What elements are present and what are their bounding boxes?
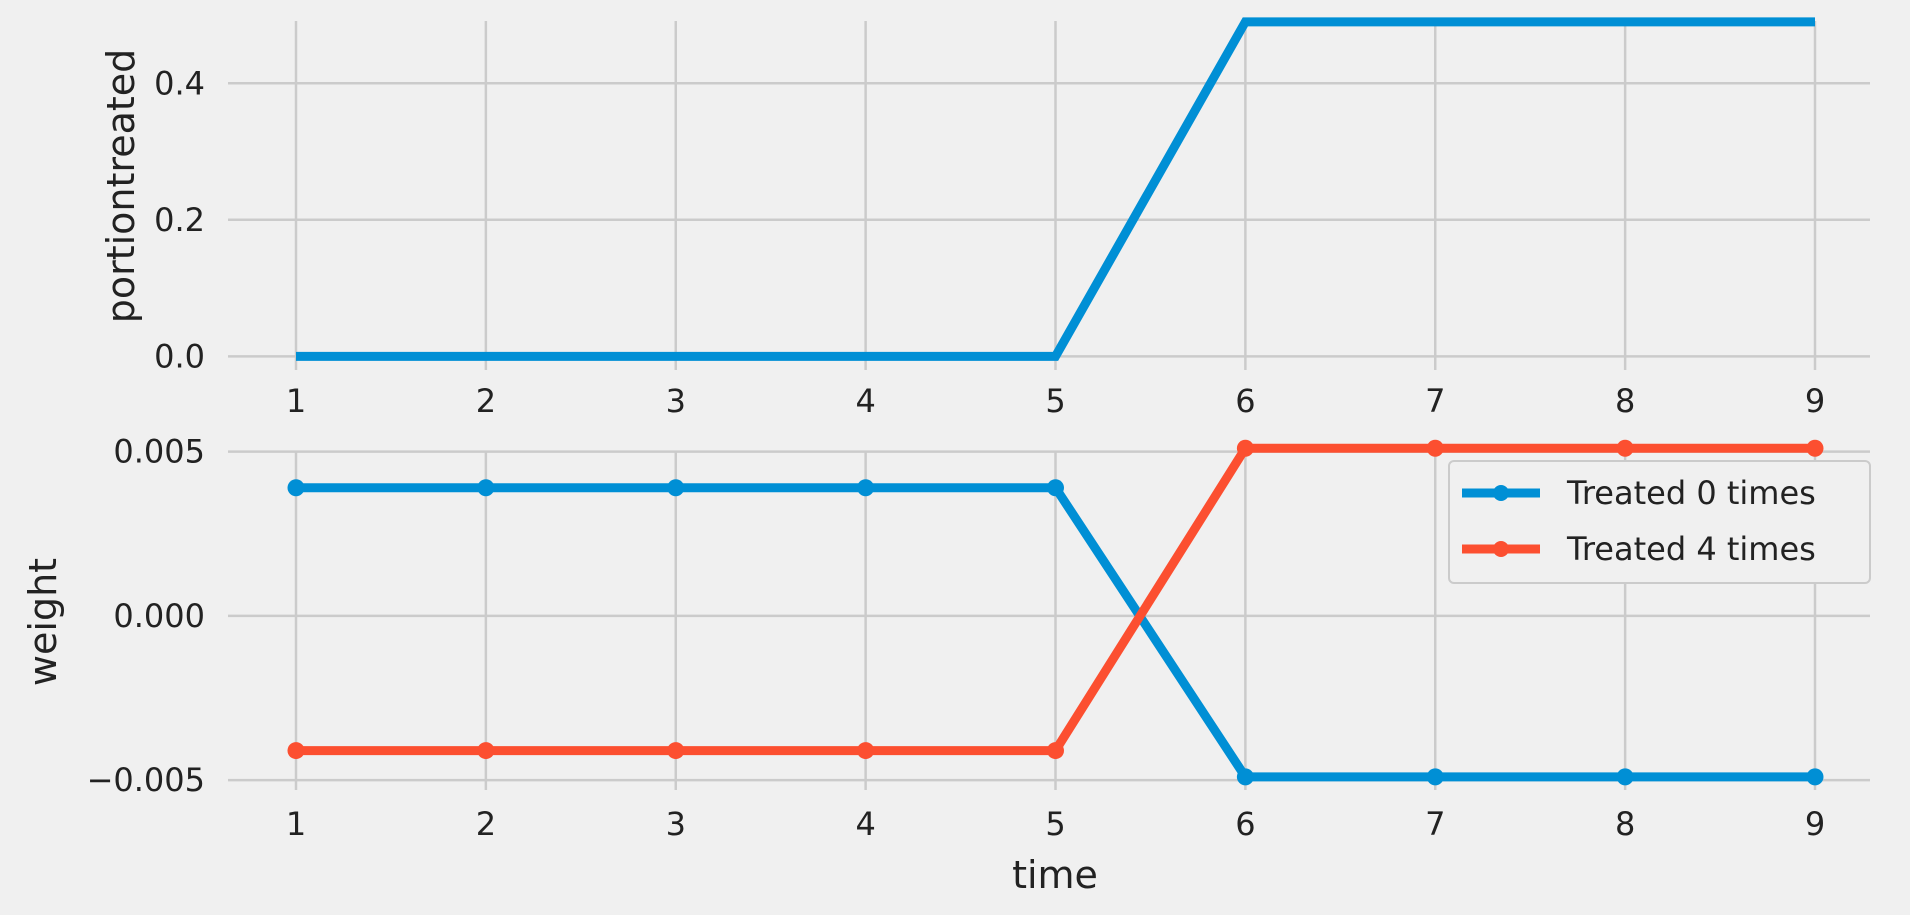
x-tick-label: 9 (1805, 382, 1825, 420)
x-tick-label: 6 (1235, 382, 1255, 420)
legend: Treated 0 times Treated 4 times (1448, 460, 1871, 584)
x-tick-label: 7 (1425, 805, 1445, 843)
data-point (1806, 768, 1824, 786)
legend-marker-treated-0 (1493, 485, 1509, 501)
x-tick-label: 1 (286, 382, 306, 420)
x-tick-label: 5 (1045, 805, 1065, 843)
data-point (667, 742, 685, 760)
data-point (477, 479, 495, 497)
x-tick-label: 6 (1235, 805, 1255, 843)
data-point (1047, 742, 1064, 760)
bottom-y-axis-label: weight (21, 558, 65, 686)
data-point (1806, 439, 1824, 457)
top-subplot: 1 2 3 4 5 6 7 8 9 0.0 0.2 0.4 (154, 17, 1870, 420)
x-tick-label: 3 (666, 382, 686, 420)
top-y-axis-label: portiontreated (99, 49, 143, 324)
y-tick-label: 0.000 (113, 597, 205, 635)
legend-marker-treated-4 (1493, 541, 1509, 557)
data-point (287, 742, 305, 760)
data-point (1236, 439, 1254, 457)
y-tick-label: 0.2 (154, 201, 205, 239)
data-point (1047, 479, 1064, 497)
data-point (1616, 768, 1634, 786)
data-point (1426, 768, 1444, 786)
x-tick-label: 7 (1425, 382, 1445, 420)
x-tick-label: 9 (1805, 805, 1825, 843)
x-tick-label: 8 (1615, 382, 1635, 420)
x-tick-label: 8 (1615, 805, 1635, 843)
data-point (477, 742, 495, 760)
x-tick-label: 2 (476, 382, 496, 420)
y-tick-label: 0.4 (154, 64, 205, 102)
data-point (1616, 439, 1634, 457)
data-point (1426, 439, 1444, 457)
x-tick-label: 1 (286, 805, 306, 843)
data-point (667, 479, 685, 497)
series-line-0-0 (296, 17, 1815, 361)
legend-box (1448, 460, 1871, 584)
data-point (1236, 768, 1254, 786)
x-tick-label: 4 (855, 382, 875, 420)
data-point (857, 742, 875, 760)
bottom-x-axis-label: time (1012, 853, 1098, 897)
x-tick-label: 5 (1045, 382, 1065, 420)
y-tick-label: −0.005 (87, 761, 205, 799)
y-tick-label: 0.0 (154, 337, 205, 375)
data-point (287, 479, 305, 497)
legend-label-treated-4: Treated 4 times (1566, 530, 1816, 568)
x-tick-label: 2 (476, 805, 496, 843)
legend-label-treated-0: Treated 0 times (1566, 474, 1816, 512)
y-tick-label: 0.005 (113, 433, 205, 471)
data-point (857, 479, 875, 497)
x-tick-label: 4 (855, 805, 875, 843)
x-tick-label: 3 (666, 805, 686, 843)
bottom-subplot: 1 2 3 4 5 6 7 8 9 −0.005 0.000 0.005 (87, 433, 1870, 843)
